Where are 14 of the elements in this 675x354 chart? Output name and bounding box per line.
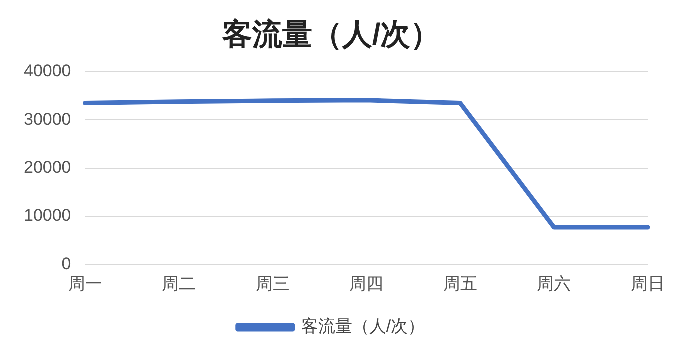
x-tick-label: 周一 — [68, 274, 102, 294]
y-tick-label: 40000 — [24, 62, 72, 81]
y-tick-label: 20000 — [24, 158, 72, 177]
x-tick-label: 周二 — [162, 274, 196, 294]
y-tick-label: 0 — [62, 254, 72, 274]
x-tick-label: 周五 — [443, 274, 478, 294]
x-tick-label: 周三 — [256, 274, 290, 294]
x-tick-label: 周日 — [631, 274, 665, 294]
chart-title: 客流量（人/次） — [221, 17, 441, 52]
x-tick-label: 周四 — [350, 274, 384, 294]
y-tick-label: 10000 — [24, 206, 72, 226]
y-tick-label: 30000 — [24, 110, 72, 129]
legend-label: 客流量（人/次） — [301, 317, 426, 336]
x-tick-label: 周六 — [537, 274, 572, 294]
